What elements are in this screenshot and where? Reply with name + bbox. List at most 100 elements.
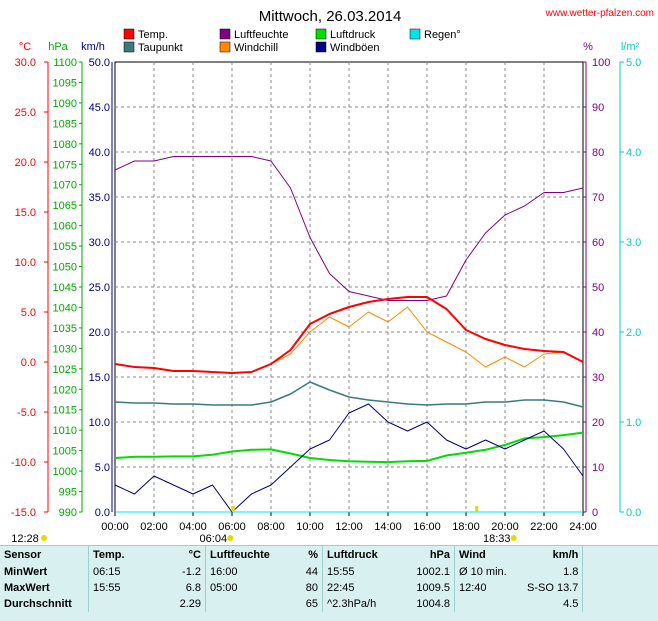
legend-label: Windböen [330,42,380,54]
stats-cell: 12:40 [454,580,523,596]
wind-tick-label: 10.0 [89,417,110,429]
legend-label: Luftfeuchte [234,29,288,41]
wind-tick-label: 35.0 [89,192,110,204]
sunrise-label: 06:04 [200,533,228,545]
stats-row-average: Durchschnitt 2.29 65 ^2.3hPa/h 1004.8 4.… [0,596,652,612]
statistics-panel: Sensor Temp. °C Luftfeuchte % Luftdruck … [0,545,658,621]
grid [115,62,583,512]
pressure-tick-label: 1065 [53,200,77,212]
pressure-tick-label: 990 [59,507,77,519]
rain-tick-label: 5.0 [626,57,641,69]
temp-tick-label: 0.0 [21,357,36,369]
pressure-tick-label: 1000 [53,466,77,478]
time-tick-label: 06:00 [218,521,246,533]
sun-icon [227,535,234,541]
series [114,156,584,513]
stats-cell: 05:00 [205,580,274,596]
wind-unit-label: km/h [81,41,105,53]
time-tick-label: 16:00 [413,521,441,533]
stats-cell [454,596,523,612]
series-line-windben [114,403,584,513]
pressure-tick-label: 1050 [53,262,77,274]
legend-swatch [123,41,135,53]
pressure-tick-label: 1015 [53,405,77,417]
humidity-tick-label: 50 [592,282,604,294]
stats-cell: S-SO 13.7 [527,582,579,594]
pressure-tick-label: 1030 [53,343,77,355]
stats-cell: 1002.1 [416,566,450,578]
stats-header-wind-unit: km/h [552,549,579,561]
stats-cell: 2.29 [179,598,201,610]
pressure-tick-label: 1100 [53,57,77,69]
humidity-tick-label: 30 [592,372,604,384]
sunset-label: 18:33 [483,533,511,545]
humidity-tick-label: 0 [592,507,598,519]
legend-label: Windchill [234,42,278,54]
statistics-table: Sensor Temp. °C Luftfeuchte % Luftdruck … [0,546,652,612]
wind-tick-label: 50.0 [89,57,110,69]
stats-header-temp-unit: °C [188,549,201,561]
sun-markers: 06:04 18:33 12:28 [11,506,517,545]
stats-cell: 1.8 [563,566,579,578]
pressure-tick-label: 1040 [53,302,77,314]
stats-header-sensor: Sensor [4,549,42,561]
moonrise-label: 12:28 [11,533,39,545]
moon-icon [41,535,47,541]
pressure-unit-label: hPa [48,41,68,53]
stats-cell: 4.5 [563,598,579,610]
time-tick-label: 14:00 [374,521,402,533]
humidity-tick-label: 40 [592,327,604,339]
stats-cell [88,596,157,612]
rain-tick-label: 3.0 [626,237,641,249]
weather-chart: Mittwoch, 26.03.2014 www.wetter-pfalzen.… [11,8,654,545]
wind-tick-label: 45.0 [89,102,110,114]
stats-row-label: Durchschnitt [4,598,72,610]
wind-tick-label: 15.0 [89,372,110,384]
stats-cell: 44 [305,566,318,578]
pressure-tick-label: 1035 [53,323,77,335]
stats-row-label: MinWert [4,566,48,578]
source-link[interactable]: www.wetter-pfalzen.com [545,8,654,19]
pressure-tick-label: 1090 [53,98,77,110]
axes: 30.0 25.0 20.0 15.0 10.0 5.0 0.0 -5.0 -10.0 -15.0… [11,57,641,533]
stats-cell: Ø 10 min. [454,564,523,580]
legend-swatch [315,41,327,53]
stats-header-pressure-unit: hPa [429,549,450,561]
pressure-tick-label: 1080 [53,139,77,151]
stats-header-pressure: Luftdruck [322,546,401,564]
stats-header-humidity: Luftfeuchte [205,546,274,564]
rain-unit-label: l/m² [621,41,640,53]
wind-tick-label: 0.0 [95,507,110,519]
humidity-tick-label: 100 [592,57,610,69]
series-line-windchill [270,306,564,368]
time-tick-label: 22:00 [530,521,558,533]
temp-tick-label: -15.0 [11,507,36,519]
temp-tick-label: -10.0 [11,457,36,469]
legend-label: Temp. [138,29,168,41]
series-line-taupunkt [114,381,584,408]
stats-cell: 1004.8 [416,598,450,610]
stats-cell: 65 [305,598,318,610]
wind-tick-label: 5.0 [95,462,110,474]
stats-cell: 06:15 [88,564,157,580]
legend-swatch [219,28,231,40]
wind-tick-label: 25.0 [89,282,110,294]
pressure-tick-label: 1020 [53,384,77,396]
legend-swatch [409,28,421,40]
pressure-tick-label: 1055 [53,241,77,253]
stats-cell: 15:55 [88,580,157,596]
stats-cell: 15:55 [322,564,401,580]
time-tick-label: 18:00 [452,521,480,533]
wind-tick-label: 40.0 [89,147,110,159]
stats-cell: 22:45 [322,580,401,596]
pressure-tick-label: 1075 [53,159,77,171]
stats-row-label: MaxWert [4,582,50,594]
rain-tick-label: 2.0 [626,327,641,339]
series-line-temp [114,296,584,374]
humidity-tick-label: 90 [592,102,604,114]
stats-cell: ^2.3hPa/h [322,596,401,612]
pressure-tick-label: 1060 [53,221,77,233]
rain-tick-label: 0.0 [626,507,641,519]
temp-tick-label: 20.0 [15,157,36,169]
stats-header-row: Sensor Temp. °C Luftfeuchte % Luftdruck … [0,546,652,564]
